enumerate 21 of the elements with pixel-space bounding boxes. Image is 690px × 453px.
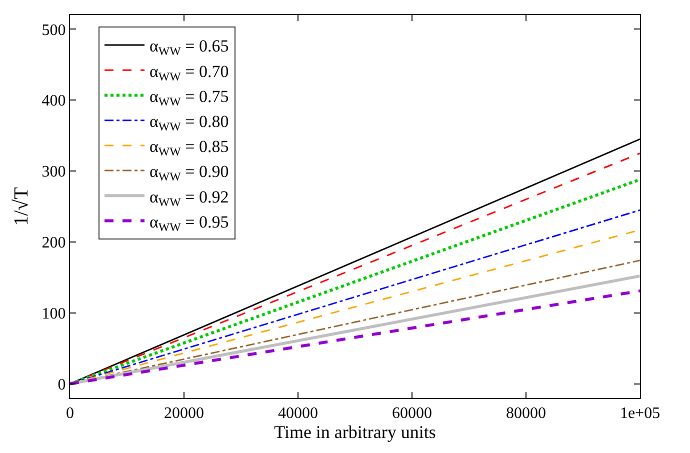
x-tick-label: 80000 bbox=[506, 405, 546, 422]
x-tick-label: 60000 bbox=[392, 405, 432, 422]
legend-label: α$_{WW}$ = 0.92 bbox=[150, 187, 229, 209]
y-tick-label: 500 bbox=[42, 22, 66, 39]
legend-label: α$_{WW}$ = 0.80 bbox=[150, 112, 229, 134]
x-tick-label: 20000 bbox=[164, 405, 204, 422]
y-tick-label: 400 bbox=[42, 92, 66, 110]
y-tick-label: 200 bbox=[42, 234, 66, 252]
x-axis-title: Time in arbitrary units bbox=[274, 422, 436, 442]
legend-label: α$_{WW}$ = 0.70 bbox=[150, 62, 229, 84]
x-tick-label: 40000 bbox=[278, 405, 318, 422]
y-tick-label: 300 bbox=[42, 164, 66, 181]
legend-label: α$_{WW}$ = 0.85 bbox=[150, 137, 229, 159]
y-axis-title: 1/√T bbox=[10, 187, 32, 226]
x-tick-label: 1e+05 bbox=[620, 405, 660, 422]
legend-label: α$_{WW}$ = 0.65 bbox=[150, 36, 229, 58]
legend-label: α$_{WW}$ = 0.95 bbox=[150, 212, 229, 234]
legend-label: α$_{WW}$ = 0.90 bbox=[150, 162, 229, 184]
legend-label: α$_{WW}$ = 0.75 bbox=[150, 86, 229, 108]
y-tick-label: 0 bbox=[58, 376, 66, 394]
y-tick-label: 100 bbox=[42, 305, 66, 322]
